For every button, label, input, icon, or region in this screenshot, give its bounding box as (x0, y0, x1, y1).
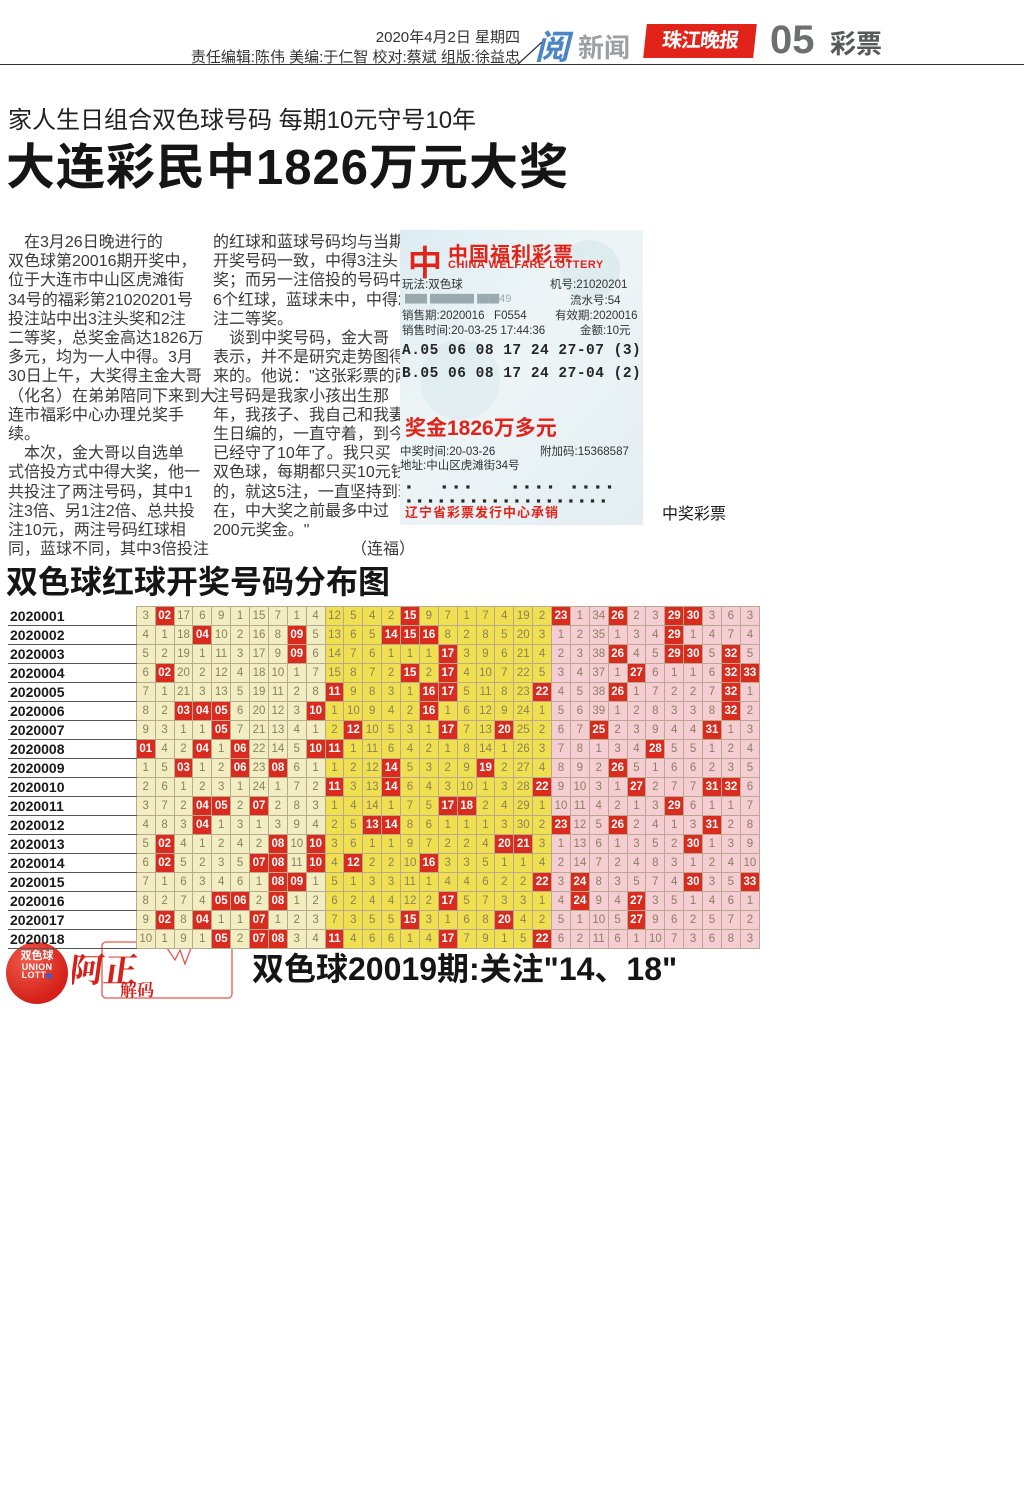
svg-text:解码: 解码 (120, 976, 154, 1001)
